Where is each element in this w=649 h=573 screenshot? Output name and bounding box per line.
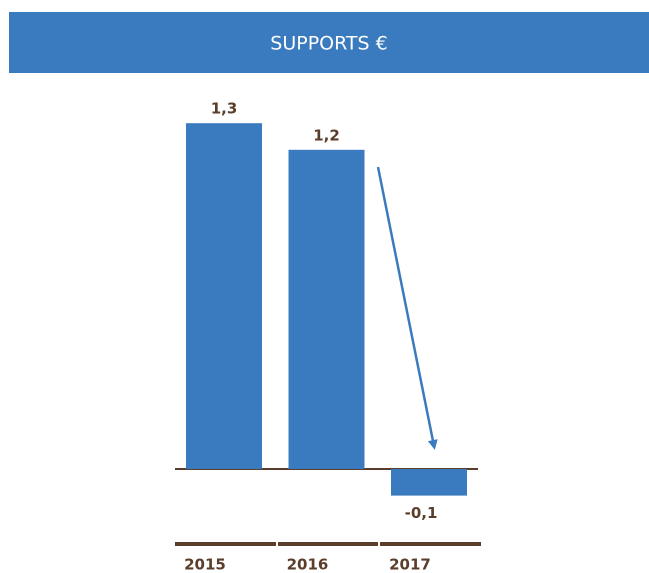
value-label: 1,2	[313, 126, 340, 144]
trend-arrow	[376, 166, 438, 450]
value-label: -0,1	[405, 504, 438, 522]
x-tick-label: 2016	[287, 556, 329, 573]
x-tick-label: 2015	[184, 556, 226, 573]
bar	[186, 123, 262, 469]
bar	[288, 149, 365, 470]
value-label: 1,3	[211, 100, 238, 118]
x-tick-label: 2017	[389, 556, 431, 573]
bar	[391, 469, 467, 496]
header-band	[9, 12, 649, 73]
chart-title: SUPPORTS €	[270, 33, 387, 55]
